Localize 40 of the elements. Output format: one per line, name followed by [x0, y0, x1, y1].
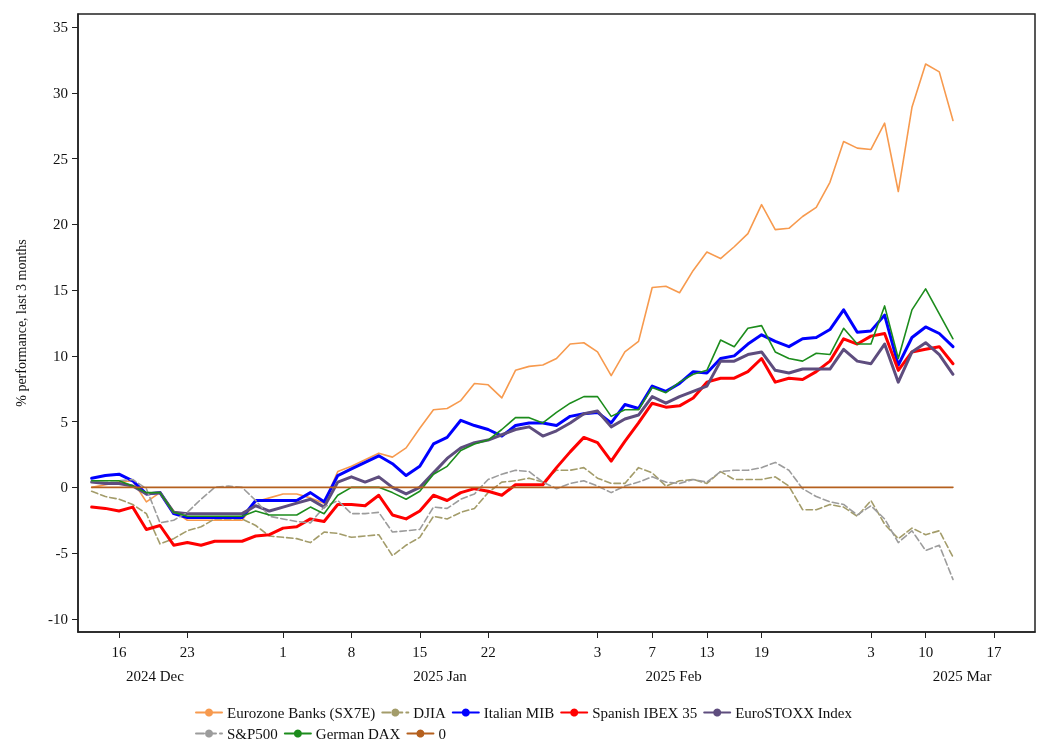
legend-label: 0: [438, 725, 446, 742]
x-tick-label: 17: [986, 643, 1002, 660]
text: 2025 Mar: [932, 667, 992, 684]
legend-label: EuroSTOXX Index: [735, 704, 853, 721]
y-tick-label: 5: [60, 413, 68, 430]
x-tick-label: 13: [699, 643, 715, 660]
text: 2025 Feb: [645, 667, 702, 684]
legend-label: S&P500: [227, 725, 278, 742]
x-tick-label: 8: [347, 643, 356, 660]
line-series: [90, 332, 955, 547]
legend-label: Spanish IBEX 35: [592, 704, 698, 721]
y-tick-label: 10: [53, 347, 68, 364]
x-tick-label: 16: [111, 643, 128, 660]
line-series: [90, 466, 954, 558]
x-tick-label: 22: [480, 643, 496, 660]
legend-label: Italian MIB: [483, 704, 555, 721]
legend-label: Eurozone Banks (SX7E): [227, 704, 376, 722]
y-tick-label: 0: [60, 479, 68, 496]
text: 2025 Jan: [413, 667, 468, 684]
x-tick-label: 10: [918, 643, 934, 660]
y-tick-label: -10: [48, 610, 68, 627]
x-tick-label: 3: [867, 643, 875, 660]
y-tick-label: 35: [53, 19, 68, 36]
legend-label: German DAX: [315, 725, 401, 742]
y-tick-label: 25: [53, 150, 68, 167]
y-tick-label: 30: [53, 84, 68, 101]
text: 2024 Dec: [126, 667, 185, 684]
x-tick-label: 23: [179, 643, 195, 660]
x-tick-label: 1: [279, 643, 287, 660]
line-series: [90, 63, 954, 522]
x-tick-label: 7: [648, 643, 657, 660]
x-tick-label: 3: [593, 643, 602, 660]
y-tick-label: -5: [55, 545, 68, 562]
y-axis-title: % performance, last 3 months: [13, 239, 29, 407]
x-tick-label: 15: [412, 643, 428, 660]
x-tick-label: 19: [754, 643, 770, 660]
y-tick-label: 15: [53, 282, 68, 299]
y-tick-label: 20: [53, 216, 68, 233]
legend-label: DJIA: [413, 704, 446, 721]
line-series: [90, 341, 955, 516]
